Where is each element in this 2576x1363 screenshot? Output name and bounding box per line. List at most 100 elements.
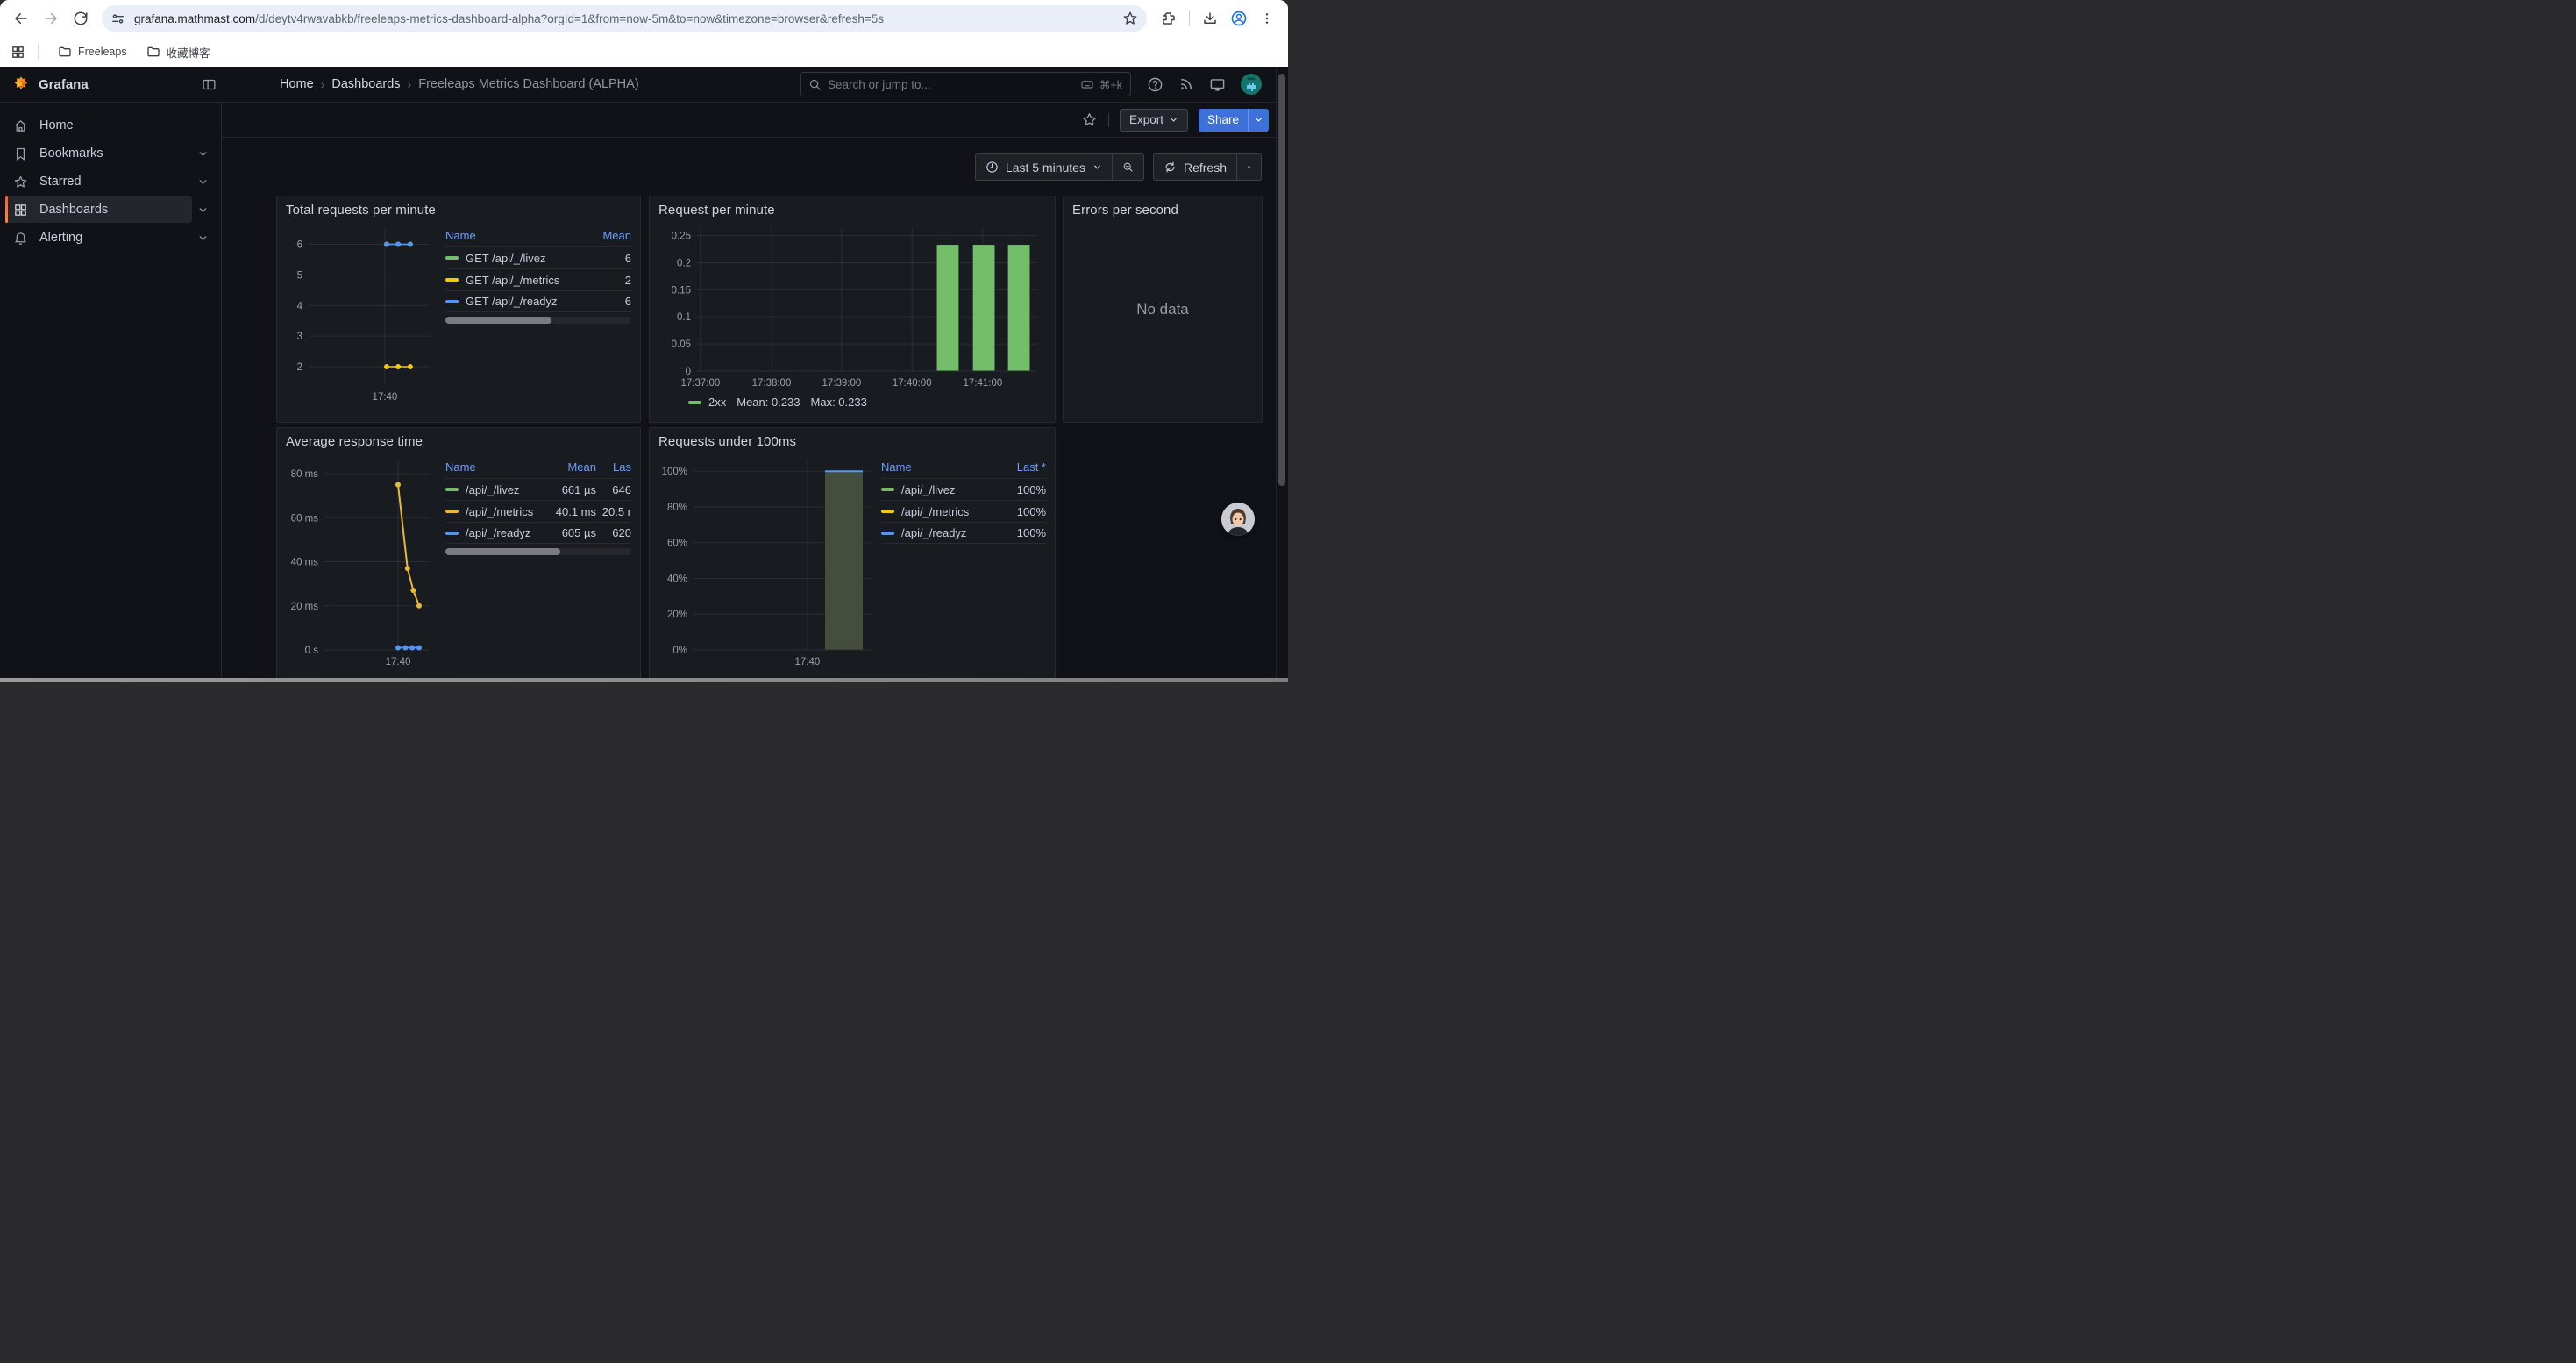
legend-col-mean[interactable]: Mean xyxy=(602,228,631,242)
legend-row[interactable]: GET /api/_/metrics 2 xyxy=(445,268,631,290)
svg-text:17:39:00: 17:39:00 xyxy=(822,378,862,389)
legend-col-last[interactable]: Last * xyxy=(1016,460,1046,474)
toolbar-divider xyxy=(1107,112,1109,127)
panel-title[interactable]: Total requests per minute xyxy=(286,203,436,218)
news-rss-icon[interactable] xyxy=(1178,76,1194,92)
reload-button[interactable] xyxy=(68,6,93,31)
favorite-star-icon[interactable] xyxy=(1081,111,1098,128)
scrollbar-thumb[interactable] xyxy=(1278,74,1285,486)
floating-assistant-avatar[interactable] xyxy=(1221,503,1255,536)
legend-header: Name Last * xyxy=(881,455,1046,478)
grafana-logo[interactable] xyxy=(12,75,30,93)
series-name[interactable]: /api/_/readyz xyxy=(901,526,967,539)
sidebar-item-bookmarks[interactable]: Bookmarks xyxy=(0,139,221,168)
bookmark-folder-freeleaps[interactable]: Freeleaps xyxy=(51,41,134,62)
legend-row[interactable]: GET /api/_/livez 6 xyxy=(445,246,631,268)
series-name[interactable]: GET /api/_/metrics xyxy=(466,273,560,287)
total-requests-chart[interactable]: 17:40 2 3 4 5 6 xyxy=(286,220,437,408)
chevron-down-icon[interactable] xyxy=(197,232,209,244)
back-button[interactable] xyxy=(9,6,33,31)
series-pill xyxy=(445,531,459,535)
legend-col-mean[interactable]: Mean xyxy=(567,460,596,474)
panel-title[interactable]: Average response time xyxy=(286,434,423,449)
apps-grid-icon[interactable] xyxy=(11,45,25,60)
series-name[interactable]: /api/_/livez xyxy=(901,482,956,496)
sidebar-item-home[interactable]: Home xyxy=(0,111,221,139)
legend-inline[interactable]: 2xx Mean: 0.233 Max: 0.233 xyxy=(658,396,1046,409)
forward-button[interactable] xyxy=(39,6,63,31)
menu-kebab-icon[interactable] xyxy=(1260,11,1274,25)
dock-menu-button[interactable] xyxy=(198,74,220,96)
series-last: 646 xyxy=(612,482,631,496)
panel-request-per-minute[interactable]: Request per minute 17:37:00 17:38:00 17:39… xyxy=(649,196,1056,423)
svg-text:17:40:00: 17:40:00 xyxy=(893,378,932,389)
home-icon xyxy=(15,119,26,132)
download-icon[interactable] xyxy=(1202,11,1218,26)
chevron-down-icon[interactable] xyxy=(197,148,209,160)
panel-title[interactable]: Request per minute xyxy=(658,203,775,218)
request-per-minute-chart[interactable]: 17:37:00 17:38:00 17:39:00 17:40:00 17:41:00… xyxy=(658,220,1048,392)
export-button[interactable]: Export xyxy=(1119,108,1188,132)
svg-text:0: 0 xyxy=(686,367,691,377)
legend-row[interactable]: /api/_/readyz 100% xyxy=(881,522,1046,544)
share-menu-button[interactable] xyxy=(1248,108,1269,132)
series-name[interactable]: GET /api/_/livez xyxy=(466,251,546,265)
chevron-down-icon[interactable] xyxy=(197,176,209,188)
page-scrollbar[interactable] xyxy=(1276,67,1288,682)
series-name[interactable]: /api/_/metrics xyxy=(466,504,534,518)
panel-requests-under-100ms[interactable]: Requests under 100ms 17:40 0% 20% 40% 60% 80%… xyxy=(649,427,1056,682)
legend-scrollbar[interactable] xyxy=(445,317,631,324)
series-name[interactable]: /api/_/livez xyxy=(466,482,520,496)
bookmark-star-icon[interactable] xyxy=(1122,11,1138,26)
breadcrumb-dashboards[interactable]: Dashboards xyxy=(331,77,401,91)
panel-errors-per-second[interactable]: Errors per second No data xyxy=(1063,196,1263,423)
address-bar[interactable]: grafana.mathmast.com/d/deytv4rwavabkb/fr… xyxy=(102,5,1147,32)
chevron-down-icon[interactable] xyxy=(197,204,209,216)
zoom-out-button[interactable] xyxy=(1112,153,1144,181)
legend-col-name[interactable]: Name xyxy=(881,460,912,474)
user-avatar[interactable] xyxy=(1241,74,1262,95)
panel-title[interactable]: Requests under 100ms xyxy=(658,434,797,449)
sidebar-item-dashboards[interactable]: Dashboards xyxy=(0,196,221,224)
time-range-button[interactable]: Last 5 minutes xyxy=(974,153,1113,181)
series-name[interactable]: GET /api/_/readyz xyxy=(466,295,558,308)
under-100ms-chart[interactable]: 17:40 0% 20% 40% 60% 80% 100% xyxy=(658,452,878,673)
sidebar-item-alerting[interactable]: Alerting xyxy=(0,224,221,252)
series-name[interactable]: /api/_/metrics xyxy=(901,504,970,518)
legend-row[interactable]: /api/_/livez 100% xyxy=(881,478,1046,500)
legend-scrollbar[interactable] xyxy=(445,548,631,555)
svg-text:2: 2 xyxy=(297,362,302,373)
share-button[interactable]: Share xyxy=(1198,108,1248,132)
extensions-icon[interactable] xyxy=(1161,11,1177,26)
panel-avg-response-time[interactable]: Average response time 17:40 0 s 20 ms 40 ms… xyxy=(276,427,641,682)
chevron-down-icon xyxy=(1256,118,1262,122)
profile-icon[interactable] xyxy=(1230,10,1248,27)
refresh-button[interactable]: Refresh xyxy=(1152,153,1237,181)
url-text[interactable]: grafana.mathmast.com/d/deytv4rwavabkb/fr… xyxy=(134,12,1115,25)
sidebar-item-starred[interactable]: Starred xyxy=(0,168,221,196)
refresh-label: Refresh xyxy=(1183,160,1227,175)
legend-col-name[interactable]: Name xyxy=(445,228,476,242)
panel-total-requests[interactable]: Total requests per minute 17:40 2 3 4 5 6 Nam… xyxy=(276,196,641,423)
legend-row[interactable]: /api/_/metrics 100% xyxy=(881,500,1046,522)
avg-response-chart[interactable]: 17:40 0 s 20 ms 40 ms 60 ms 80 ms xyxy=(286,452,437,673)
series-name[interactable]: 2xx xyxy=(708,396,727,409)
legend-col-name[interactable]: Name xyxy=(445,460,476,474)
series-name[interactable]: /api/_/readyz xyxy=(466,526,531,539)
refresh-interval-button[interactable] xyxy=(1237,153,1262,181)
help-icon[interactable] xyxy=(1147,76,1163,93)
bookmark-folder-blogs[interactable]: 收藏博客 xyxy=(139,40,217,64)
dashboard-main: Export Share Last 5 minutes xyxy=(222,103,1288,682)
legend-col-last[interactable]: Las xyxy=(613,460,631,474)
search-box[interactable]: ⌘+k xyxy=(800,72,1131,96)
legend-row[interactable]: /api/_/readyz 605 µs 620 xyxy=(445,522,631,544)
header-icons xyxy=(1147,74,1262,95)
breadcrumb-home[interactable]: Home xyxy=(280,77,314,91)
search-input[interactable] xyxy=(828,77,1074,91)
legend-row[interactable]: GET /api/_/readyz 6 xyxy=(445,290,631,312)
legend-row[interactable]: /api/_/metrics 40.1 ms 20.5 r xyxy=(445,500,631,522)
tv-kiosk-icon[interactable] xyxy=(1209,76,1226,93)
site-settings-icon[interactable] xyxy=(110,11,125,26)
legend-row[interactable]: /api/_/livez 661 µs 646 xyxy=(445,478,631,500)
panel-title[interactable]: Errors per second xyxy=(1072,203,1178,218)
